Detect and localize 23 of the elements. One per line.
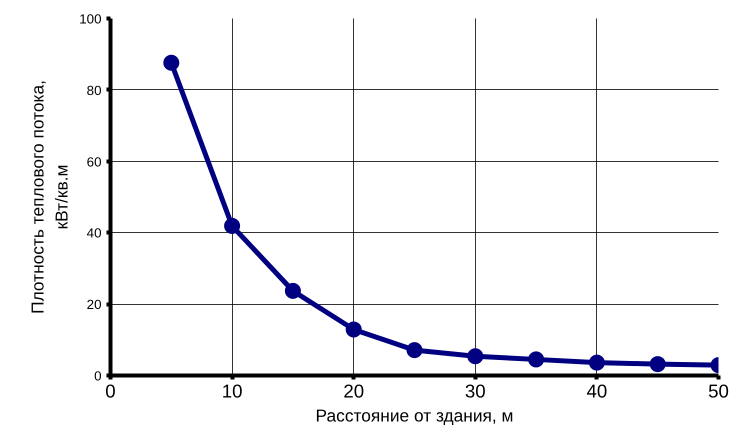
point	[224, 218, 240, 234]
point	[588, 354, 605, 371]
y-tick-label: 0	[94, 368, 102, 384]
x-tick-label: 0	[105, 380, 116, 402]
x-tick-label: 50	[708, 380, 729, 402]
point	[346, 321, 362, 338]
x-axis-title: Расстояние от здания, м	[316, 406, 514, 426]
y-tick-label: 40	[86, 226, 102, 241]
point	[163, 54, 180, 71]
y-tick-label: 100	[79, 12, 102, 26]
y-tick-label: 60	[86, 154, 102, 170]
point	[650, 356, 666, 372]
y-tick-label: 20	[86, 297, 102, 312]
x-tick-label: 40	[586, 380, 608, 402]
point	[467, 348, 484, 364]
point	[406, 342, 422, 358]
y-axis-title: Плотность теплового потока, кВт/кв.м	[27, 80, 72, 314]
x-tick-label: 30	[464, 380, 486, 402]
y-tick-label: 80	[86, 82, 102, 98]
x-tick-label: 20	[343, 380, 364, 402]
point	[528, 351, 544, 368]
x-tick-label: 10	[222, 380, 242, 402]
point	[284, 282, 301, 299]
